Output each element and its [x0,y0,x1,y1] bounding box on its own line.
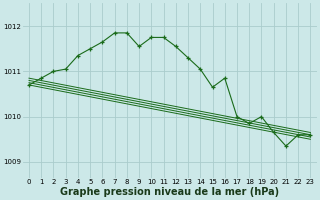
X-axis label: Graphe pression niveau de la mer (hPa): Graphe pression niveau de la mer (hPa) [60,187,279,197]
